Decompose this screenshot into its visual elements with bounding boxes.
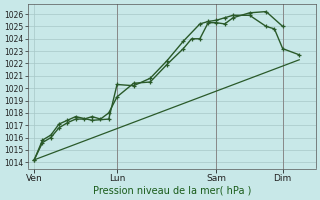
X-axis label: Pression niveau de la mer( hPa ): Pression niveau de la mer( hPa ) <box>92 186 251 196</box>
